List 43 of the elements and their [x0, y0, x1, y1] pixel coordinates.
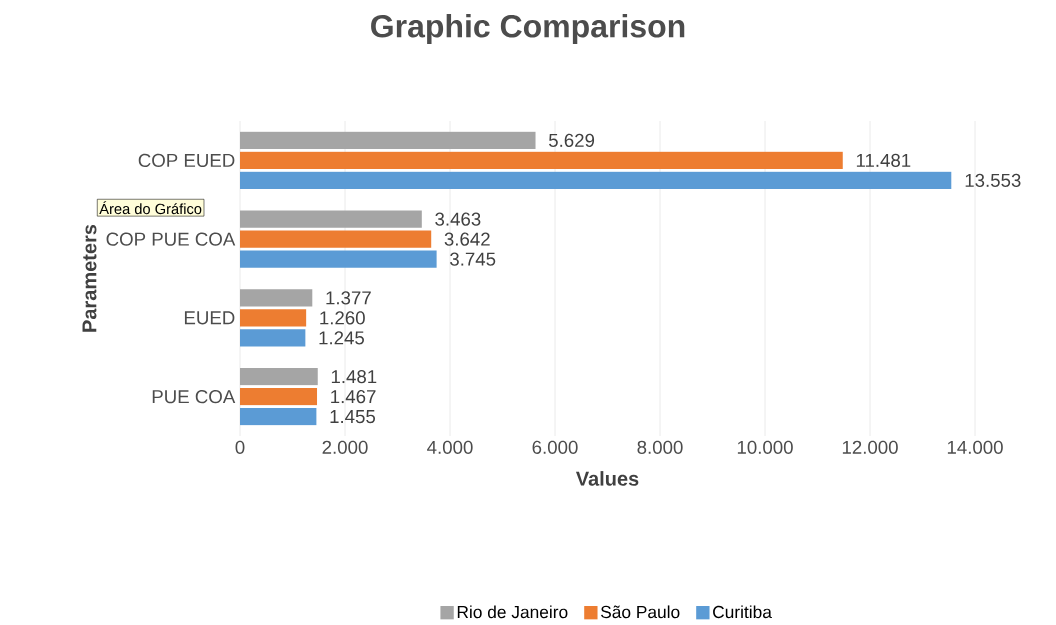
legend-label: Rio de Janeiro — [457, 605, 568, 618]
data-label: 1.260 — [320, 311, 365, 325]
y-tick-label: PUE COA — [152, 389, 236, 404]
bar — [240, 250, 437, 268]
bar — [240, 210, 422, 228]
data-label: 5.629 — [548, 133, 595, 147]
data-label: 1.455 — [330, 409, 376, 424]
x-axis-title: Values — [575, 470, 639, 486]
data-label: 1.467 — [331, 389, 376, 404]
y-tick-label: COP EUED — [138, 153, 235, 167]
y-axis-title: Parameters — [82, 224, 97, 332]
x-tick-label: 6.000 — [532, 440, 578, 454]
data-label: 13.553 — [965, 173, 1021, 187]
bar — [240, 309, 307, 327]
x-tick-label: 14.000 — [947, 440, 1003, 454]
data-label: 1.245 — [319, 331, 364, 345]
x-tick-label: 4.000 — [427, 440, 473, 454]
bar — [240, 230, 432, 248]
text: Área do Gráfico — [99, 201, 202, 214]
bar — [240, 131, 536, 149]
x-tick-label: 8.000 — [637, 440, 683, 454]
bar — [240, 171, 952, 189]
legend-label: Curitiba — [713, 605, 772, 618]
x-tick-label: 0 — [235, 440, 245, 454]
bar — [240, 387, 318, 406]
data-label: 3.463 — [435, 212, 481, 226]
data-label: 1.377 — [326, 291, 371, 305]
bar — [240, 367, 318, 386]
legend-label: São Paulo — [600, 605, 680, 618]
bar — [240, 329, 306, 347]
y-tick-label: EUED — [184, 311, 235, 325]
x-tick-label: 10.000 — [737, 440, 793, 454]
x-tick-label: 2.000 — [322, 440, 368, 454]
bar — [240, 289, 313, 307]
chart-title: Graphic Comparison — [371, 13, 685, 44]
data-label: 11.481 — [856, 153, 911, 167]
data-label: 3.745 — [450, 252, 496, 266]
bar — [240, 151, 843, 169]
data-label: 1.481 — [331, 369, 377, 384]
data-label: 3.642 — [444, 232, 490, 246]
y-tick-label: COP PUE COA — [106, 232, 236, 246]
bar — [240, 407, 317, 426]
x-tick-label: 12.000 — [842, 440, 898, 454]
